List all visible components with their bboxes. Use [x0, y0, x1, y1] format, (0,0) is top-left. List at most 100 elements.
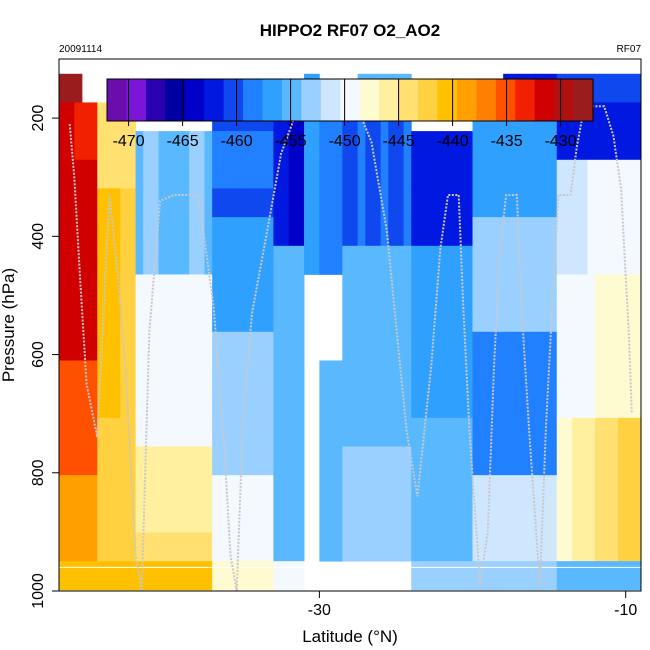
heatmap-cell: [587, 303, 596, 333]
heatmap-cell: [464, 131, 473, 161]
heatmap-cell: [457, 561, 466, 591]
heatmap-cell: [296, 303, 305, 333]
heatmap-cell: [327, 245, 336, 275]
heatmap-cell: [411, 360, 420, 390]
heatmap-cell: [296, 417, 305, 447]
heatmap-cell: [334, 475, 343, 505]
y-axis-tick-label: 1000: [30, 573, 47, 609]
heatmap-cell: [372, 331, 382, 361]
heatmap-cell: [633, 532, 642, 562]
x-axis-tick-label: -30: [308, 602, 331, 619]
heatmap-cell: [334, 389, 343, 419]
heatmap-cell: [388, 475, 397, 505]
heatmap-cell: [457, 389, 466, 419]
heatmap-cell: [426, 417, 435, 447]
heatmap-cell: [541, 159, 550, 189]
heatmap-cell: [150, 475, 159, 505]
heatmap-cell: [464, 389, 473, 419]
heatmap-cell: [503, 389, 512, 419]
heatmap-cell: [219, 159, 228, 189]
heatmap-cell: [541, 245, 550, 275]
heatmap-cell: [572, 245, 581, 275]
colorbar-swatch: [359, 79, 380, 121]
y-axis-label: Pressure (hPa): [0, 268, 18, 382]
heatmap-cell: [112, 446, 121, 476]
heatmap-cell: [143, 274, 152, 304]
heatmap-cell: [143, 446, 152, 476]
heatmap-cell: [273, 475, 282, 505]
heatmap-cell: [526, 159, 535, 189]
heatmap-cell: [235, 475, 244, 505]
heatmap-cell: [250, 503, 259, 533]
heatmap-cell: [104, 561, 114, 591]
heatmap-cell: [104, 532, 114, 562]
heatmap-cell: [212, 475, 221, 505]
heatmap-cell: [66, 475, 75, 505]
heatmap-cell: [342, 475, 351, 505]
heatmap-cell: [158, 389, 167, 419]
heatmap-cell: [81, 417, 91, 447]
heatmap-cell: [541, 446, 550, 476]
heatmap-cell: [189, 331, 198, 361]
heatmap-cell: [204, 303, 213, 333]
heatmap-cell: [59, 73, 68, 103]
heatmap-cell: [549, 188, 558, 218]
heatmap-cell: [610, 561, 619, 591]
heatmap-cell: [135, 360, 144, 390]
heatmap-cell: [334, 532, 343, 562]
heatmap-cell: [633, 561, 642, 591]
heatmap-cell: [173, 188, 182, 218]
heatmap-cell: [196, 417, 205, 447]
heatmap-cell: [273, 245, 282, 275]
heatmap-cell: [518, 360, 527, 390]
heatmap-cell: [587, 159, 596, 189]
heatmap-cell: [625, 102, 634, 132]
heatmap-cell: [273, 360, 282, 390]
heatmap-cell: [166, 561, 175, 591]
heatmap-cell: [104, 245, 114, 275]
heatmap-cell: [495, 331, 504, 361]
heatmap-cell: [418, 188, 427, 218]
heatmap-cell: [81, 274, 91, 304]
heatmap-cell: [173, 475, 182, 505]
heatmap-cell: [457, 417, 466, 447]
heatmap-cell: [372, 274, 382, 304]
heatmap-cell: [495, 274, 504, 304]
heatmap-cell: [411, 417, 420, 447]
heatmap-cell: [135, 188, 144, 218]
heatmap-cell: [204, 188, 213, 218]
heatmap-cell: [342, 532, 351, 562]
heatmap-cell: [472, 532, 481, 562]
heatmap-cell: [602, 102, 611, 132]
heatmap-cell: [258, 131, 267, 161]
heatmap-cell: [395, 245, 405, 275]
heatmap-cell: [633, 245, 642, 275]
heatmap-cell: [258, 159, 267, 189]
heatmap-cell: [625, 475, 634, 505]
heatmap-cell: [449, 245, 458, 275]
heatmap-cell: [365, 331, 374, 361]
heatmap-cell: [411, 331, 420, 361]
heatmap-cell: [120, 188, 129, 218]
heatmap-cell: [372, 475, 382, 505]
heatmap-cell: [81, 102, 91, 132]
heatmap-cell: [587, 274, 596, 304]
heatmap-cell: [219, 331, 228, 361]
heatmap-cell: [357, 131, 366, 161]
heatmap-cell: [625, 188, 634, 218]
heatmap-cell: [464, 188, 473, 218]
heatmap-cell: [66, 274, 75, 304]
colorbar-swatch: [476, 79, 497, 121]
heatmap-cell: [235, 331, 244, 361]
heatmap-cell: [227, 303, 236, 333]
heatmap-cell: [296, 532, 305, 562]
heatmap-cell: [143, 561, 152, 591]
heatmap-cell: [143, 188, 152, 218]
heatmap-cell: [81, 303, 91, 333]
heatmap-cell: [526, 217, 535, 247]
heatmap-cell: [319, 360, 328, 390]
colorbar-frame: [106, 78, 594, 122]
heatmap-cell: [196, 245, 205, 275]
heatmap-cell: [258, 475, 267, 505]
x-axis-label: Latitude (°N): [302, 627, 398, 646]
